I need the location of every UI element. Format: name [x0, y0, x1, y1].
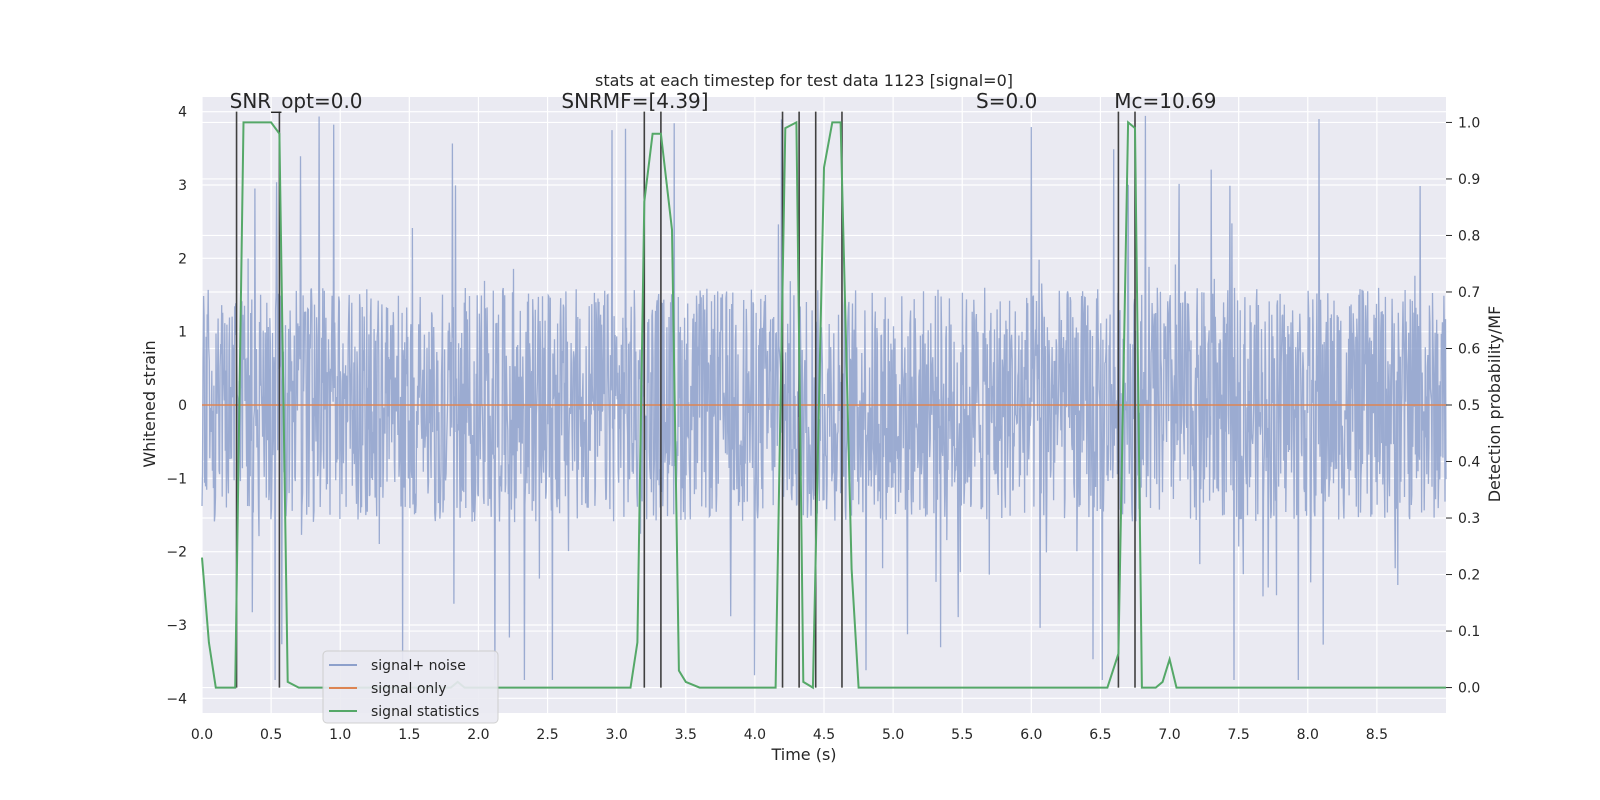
- y-right-tick-label: 0.2: [1458, 568, 1480, 584]
- x-tick-label: 5.5: [951, 727, 973, 743]
- y-tick-label: −2: [166, 545, 187, 561]
- signal-statistics-line: [201, 120, 1446, 690]
- y-right-tick-label: 0.3: [1458, 511, 1480, 527]
- x-tick-label: 3.5: [675, 727, 697, 743]
- x-tick-label: 0.0: [191, 727, 213, 743]
- y-tick-label: −3: [166, 618, 187, 634]
- y-tick-label: −1: [166, 471, 187, 487]
- legend-entry: signal+ noise: [371, 658, 466, 674]
- y-right-tick-label: 0.7: [1458, 285, 1480, 301]
- x-tick-label: 0.5: [260, 727, 282, 743]
- y-tick-label: 1: [178, 325, 187, 341]
- annotations: SNR_opt=0.0 SNRMF=[4.39] S=0.0 Mc=10.69: [230, 89, 1217, 113]
- y-tick-label: −4: [166, 691, 187, 707]
- x-tick-label: 8.0: [1297, 727, 1319, 743]
- x-axis-label: Time (s): [770, 745, 836, 764]
- x-tick-label: 6.5: [1089, 727, 1111, 743]
- signal-noise-line: [201, 115, 1447, 681]
- x-tick-label: 2.5: [536, 727, 558, 743]
- annotation-label: SNRMF=[4.39]: [561, 89, 708, 113]
- legend-entry: signal statistics: [371, 704, 479, 720]
- x-tick-label: 1.5: [398, 727, 420, 743]
- x-tick-label: 6.0: [1020, 727, 1042, 743]
- annotation-label: S=0.0: [976, 89, 1037, 113]
- y-right-tick-label: 0.1: [1458, 624, 1480, 640]
- x-tick-label: 2.0: [467, 727, 489, 743]
- legend-box: [322, 650, 499, 724]
- y-axis-label: Whitened strain: [140, 340, 159, 467]
- y-right-tick-label: 0.6: [1458, 341, 1480, 357]
- x-axis-ticks: 0.0 0.5 1.0 1.5 2.0 2.5 3.0 3.5 4.0 4.5 5.0 5.5 6.0 6…: [191, 727, 1388, 743]
- legend-entry: signal only: [371, 681, 446, 697]
- x-tick-label: 7.5: [1228, 727, 1250, 743]
- x-tick-label: 8.5: [1366, 727, 1388, 743]
- y-axis-right-label: Detection probability/MF: [1485, 306, 1504, 503]
- y-right-tick-label: 0.8: [1458, 228, 1480, 244]
- y-tick-label: 4: [178, 105, 187, 121]
- y-right-tick-label: 0.5: [1458, 398, 1480, 414]
- y-right-tick-label: 0.0: [1458, 681, 1480, 697]
- annotation-label: Mc=10.69: [1114, 89, 1216, 113]
- legend: signal+ noise signal only signal statistic…: [322, 650, 499, 724]
- x-tick-label: 4.0: [744, 727, 766, 743]
- y-tick-label: 0: [178, 398, 187, 414]
- signal-noise-series: [201, 115, 1447, 681]
- x-tick-label: 4.5: [813, 727, 835, 743]
- y-axis-ticks: 4 3 2 1 0 −1 −2 −3 −4: [166, 105, 187, 708]
- y-right-tick-label: 1.0: [1458, 115, 1480, 131]
- signal-statistics-series: [201, 120, 1446, 690]
- y-tick-label: 3: [178, 178, 187, 194]
- chart-title: stats at each timestep for test data 112…: [595, 71, 1013, 90]
- x-tick-label: 1.0: [329, 727, 351, 743]
- y-tick-label: 2: [178, 251, 187, 267]
- y-axis-right-ticks: 1.0 0.9 0.8 0.7 0.6 0.5 0.4 0.3 0.2 0.1 0.0: [1446, 115, 1480, 697]
- annotation-label: SNR_opt=0.0: [230, 89, 363, 113]
- y-right-tick-label: 0.4: [1458, 455, 1480, 471]
- y-right-tick-label: 0.9: [1458, 172, 1480, 188]
- x-tick-label: 3.0: [606, 727, 628, 743]
- x-tick-label: 5.0: [882, 727, 904, 743]
- x-tick-label: 7.0: [1158, 727, 1180, 743]
